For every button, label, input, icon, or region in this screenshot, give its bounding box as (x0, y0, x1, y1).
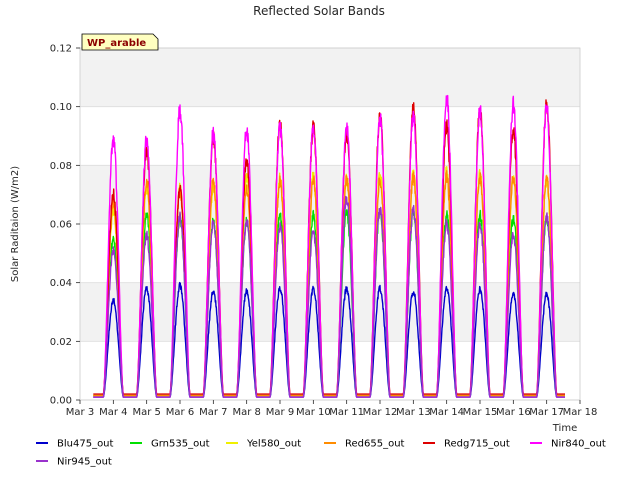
y-tick-label: 0.04 (50, 278, 72, 289)
x-tick-label: Mar 18 (563, 407, 598, 418)
legend: Blu475_out Grn535_out Yel580_out Red655_out… (36, 439, 606, 468)
legend-label: Blu475_out (57, 439, 114, 450)
legend-label: Red655_out (345, 439, 405, 450)
legend-label: Nir945_out (57, 457, 112, 468)
x-tick-label: Mar 17 (529, 407, 564, 418)
x-tick-label: Mar 5 (132, 407, 160, 418)
legend-label: Grn535_out (151, 439, 210, 450)
legend-label: Yel580_out (246, 439, 301, 450)
x-tick-label: Mar 16 (496, 407, 531, 418)
series-line-nir945-out (92, 195, 566, 398)
legend-label: Redg715_out (444, 439, 510, 450)
y-tick-label: 0.08 (50, 161, 72, 172)
chart-title: Reflected Solar Bands (253, 4, 385, 18)
x-tick-label: Mar 10 (296, 407, 331, 418)
background-band (80, 165, 580, 224)
background-band (80, 282, 580, 342)
y-axis-title: Solar Raditaion (W/m2) (10, 166, 21, 282)
legend-label: Nir840_out (551, 439, 606, 450)
x-ticks: Mar 3 Mar 4 Mar 5 Mar 6 Mar 7 Mar 8 Mar 9 Mar 1… (66, 400, 598, 418)
x-tick-label: Mar 7 (199, 407, 227, 418)
y-tick-label: 0.00 (50, 396, 72, 407)
x-tick-label: Mar 12 (363, 407, 398, 418)
x-tick-label: Mar 4 (99, 407, 127, 418)
station-label-box: WP_arable (81, 33, 159, 51)
y-tick-label: 0.02 (50, 337, 72, 348)
station-label: WP_arable (87, 38, 146, 49)
x-tick-label: Mar 14 (429, 407, 464, 418)
y-tick-label: 0.10 (50, 102, 72, 113)
x-axis-title: Time (552, 423, 577, 434)
background-band (80, 48, 580, 107)
y-ticks: 0.00 0.02 0.04 0.06 0.08 0.10 0.12 (50, 44, 80, 407)
x-tick-label: Mar 11 (329, 407, 364, 418)
y-tick-label: 0.12 (50, 44, 72, 55)
x-tick-label: Mar 15 (463, 407, 498, 418)
y-tick-label: 0.06 (50, 220, 72, 231)
x-tick-label: Mar 6 (166, 407, 194, 418)
series-lines (92, 94, 566, 398)
x-tick-label: Mar 13 (396, 407, 431, 418)
x-tick-label: Mar 9 (266, 407, 294, 418)
x-tick-label: Mar 8 (232, 407, 260, 418)
x-tick-label: Mar 3 (66, 407, 94, 418)
